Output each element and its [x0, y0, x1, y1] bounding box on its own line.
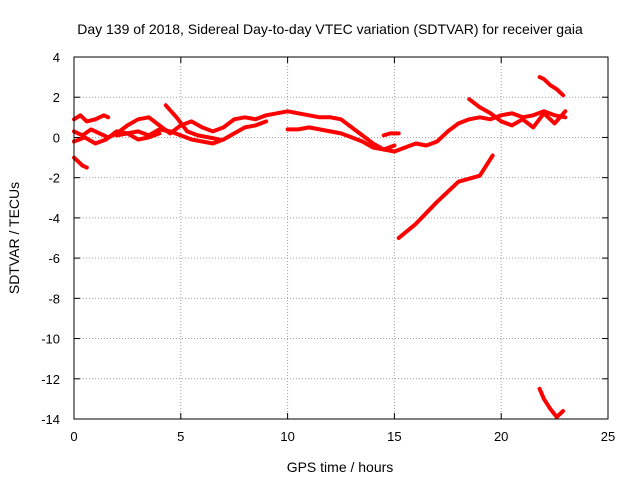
data-series-arc-4 [72, 119, 269, 146]
data-series-arc-8 [381, 131, 401, 138]
data-series-arc-7 [285, 125, 397, 152]
x-tick-label: 20 [494, 429, 508, 444]
x-tick-label: 15 [387, 429, 401, 444]
chart-title: Day 139 of 2018, Sidereal Day-to-day VTE… [77, 21, 583, 37]
y-tick-label: -8 [48, 291, 60, 306]
data-series-arc-11 [537, 75, 566, 98]
y-tick-label: 0 [53, 130, 60, 145]
data-series [72, 75, 568, 419]
data-series-arc-6 [163, 103, 222, 142]
x-tick-label: 10 [280, 429, 294, 444]
y-tick-label: -6 [48, 251, 60, 266]
data-series-arc-10 [467, 97, 568, 130]
y-tick-label: -12 [41, 372, 60, 387]
y-tick-label: 4 [53, 50, 60, 65]
x-tick-label: 0 [70, 429, 77, 444]
y-axis-label: SDTVAR / TECUs [6, 182, 22, 294]
x-tick-label: 25 [601, 429, 615, 444]
y-tick-label: -4 [48, 211, 60, 226]
data-series-arc-2 [72, 113, 111, 124]
data-series-arc-9 [396, 153, 495, 240]
data-series-arc-3 [72, 109, 568, 154]
data-series-arc-12 [537, 386, 566, 419]
data-series-arc-1 [72, 155, 89, 170]
y-tick-label: -14 [41, 412, 60, 427]
x-axis-label: GPS time / hours [287, 459, 394, 475]
data-series-arc-5 [114, 131, 162, 142]
x-tick-label: 5 [177, 429, 184, 444]
grid [74, 57, 608, 419]
y-tick-label: -10 [41, 332, 60, 347]
axis-ticks: 0 5 10 15 20 25 -14 -12 -10 -8 -6 -4 -2 0 2 4 [41, 50, 615, 444]
y-tick-label: 2 [53, 90, 60, 105]
y-tick-label: -2 [48, 171, 60, 186]
plot-frame [73, 56, 609, 420]
